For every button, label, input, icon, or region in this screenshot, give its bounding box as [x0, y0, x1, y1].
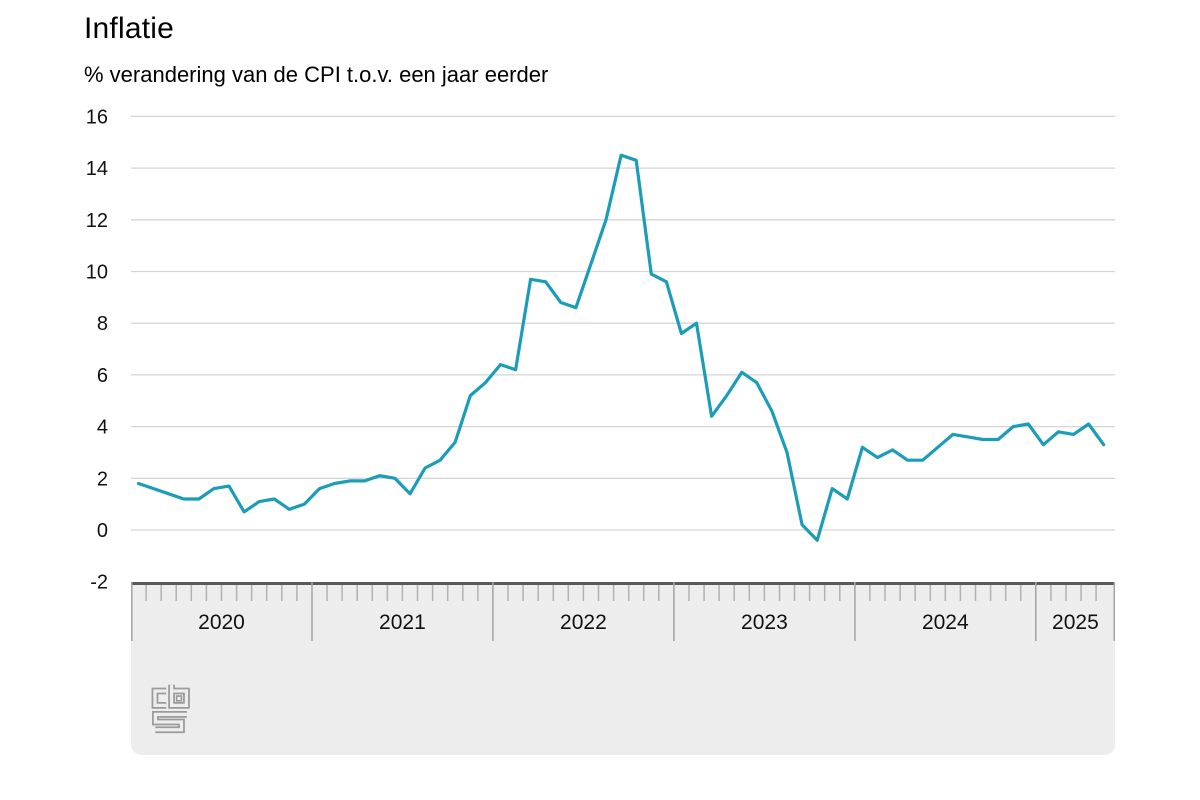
chart-title: Inflatie — [84, 12, 174, 45]
y-axis-label: 10 — [86, 262, 108, 284]
y-axis-label: 0 — [97, 520, 108, 542]
x-axis-year-label: 2020 — [198, 611, 245, 634]
y-axis-label: 12 — [86, 210, 108, 232]
x-axis-year-label: 2024 — [922, 611, 969, 634]
x-axis-year-label: 2022 — [560, 611, 607, 634]
inflation-line — [136, 153, 1106, 542]
y-axis-label: 8 — [97, 313, 108, 335]
logo-stroke-inner — [153, 712, 187, 732]
y-axis-label: 4 — [97, 417, 108, 439]
x-axis-year-label: 2021 — [379, 611, 426, 634]
y-axis-label: 14 — [86, 158, 108, 180]
y-axis-label: -2 — [90, 572, 108, 594]
x-axis-year-label: 2025 — [1052, 611, 1099, 634]
x-axis-band — [131, 582, 1115, 755]
y-axis-label: 16 — [86, 106, 108, 128]
x-axis-year-label: 2023 — [741, 611, 788, 634]
y-axis-label: 6 — [97, 365, 108, 387]
cbs-logo — [151, 684, 190, 734]
logo-stroke-inner — [153, 689, 167, 708]
chart-subtitle: % verandering van de CPI t.o.v. een jaar… — [84, 62, 549, 87]
logo-stroke-inner — [169, 684, 189, 708]
logo-b-counter — [175, 695, 183, 702]
y-axis-label: 2 — [97, 468, 108, 490]
